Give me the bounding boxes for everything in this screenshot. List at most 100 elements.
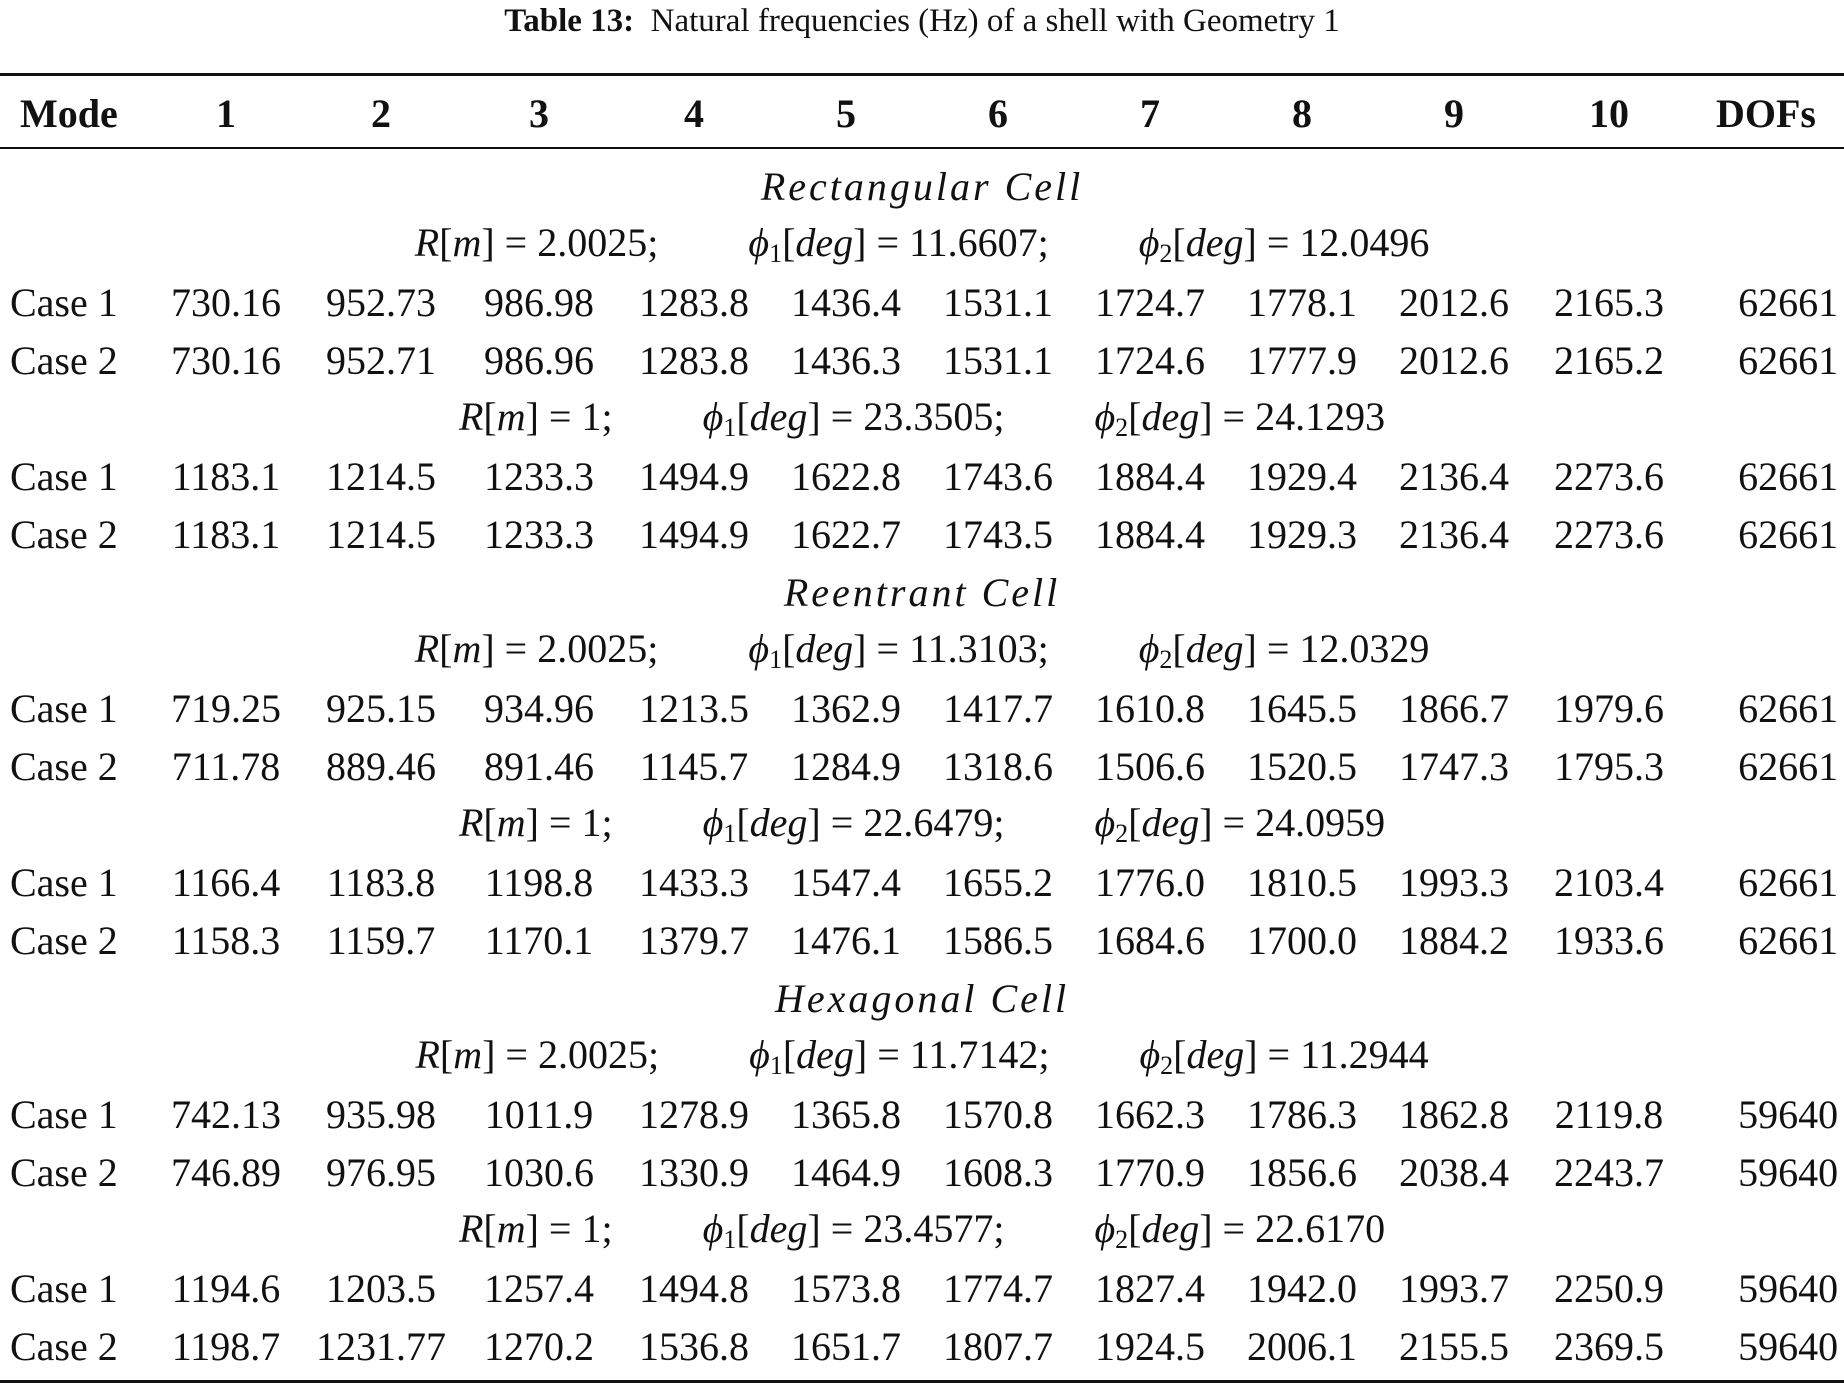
- frequency-cell: 1743.6: [943, 453, 1053, 499]
- section-row: Reentrant Cell: [0, 563, 1844, 621]
- frequency-cell: 2119.8: [1554, 1091, 1664, 1137]
- top-rule: [0, 73, 1844, 76]
- case-label: Case 1: [10, 1265, 118, 1311]
- phi2-value: 24.0959: [1255, 800, 1386, 845]
- frequency-cell: 1929.3: [1247, 511, 1357, 557]
- frequency-cell: 1884.2: [1399, 917, 1509, 963]
- dofs-cell: 62661: [1738, 279, 1839, 325]
- phi1-param: ϕ1[deg] = 22.6479;: [702, 800, 1005, 848]
- dofs-cell: 62661: [1738, 337, 1839, 383]
- frequency-cell: 1531.1: [943, 337, 1053, 383]
- frequency-cell: 1194.6: [171, 1265, 281, 1311]
- frequency-cell: 986.96: [484, 337, 594, 383]
- parameter-line: R[m] = 2.0025; ϕ1[deg] = 11.6607; ϕ2[deg] …: [0, 215, 1844, 273]
- frequency-cell: 1433.3: [639, 859, 749, 905]
- frequency-cell: 1827.4: [1095, 1265, 1205, 1311]
- frequency-cell: 1417.7: [943, 685, 1053, 731]
- frequency-cell: 1608.3: [943, 1149, 1053, 1195]
- frequency-cell: 1979.6: [1554, 685, 1664, 731]
- header-dofs: DOFs: [1716, 90, 1816, 136]
- frequency-cell: 2273.6: [1554, 511, 1664, 557]
- frequency-cell: 719.25: [171, 685, 281, 731]
- frequency-cell: 1183.1: [171, 511, 281, 557]
- frequency-cell: 1547.4: [791, 859, 901, 905]
- frequency-cell: 1884.4: [1095, 511, 1205, 557]
- frequency-cell: 1622.8: [791, 453, 901, 499]
- radius-value: 1: [581, 1206, 602, 1251]
- radius-param: R[m] = 1;: [458, 800, 613, 845]
- frequency-cell: 1379.7: [639, 917, 749, 963]
- frequency-cell: 711.78: [171, 743, 281, 789]
- frequency-cell: 1214.5: [326, 453, 436, 499]
- caption-text: Natural frequencies (Hz) of a shell with…: [650, 3, 1340, 39]
- parameter-row: R[m] = 2.0025; ϕ1[deg] = 11.7142; ϕ2[deg] …: [0, 1027, 1844, 1085]
- frequency-cell: 742.13: [171, 1091, 281, 1137]
- frequency-cell: 1810.5: [1247, 859, 1357, 905]
- frequency-cell: 1011.9: [484, 1091, 594, 1137]
- frequency-cell: 1770.9: [1095, 1149, 1205, 1195]
- radius-param: R[m] = 2.0025;: [415, 1032, 660, 1077]
- frequency-cell: 730.16: [171, 279, 281, 325]
- radius-param: R[m] = 1;: [458, 394, 613, 439]
- frequency-cell: 1743.5: [943, 511, 1053, 557]
- frequency-cell: 1724.6: [1095, 337, 1205, 383]
- header-mode-5: 5: [836, 90, 856, 136]
- dofs-cell: 59640: [1738, 1265, 1839, 1311]
- phi1-param: ϕ1[deg] = 11.7142;: [749, 1032, 1050, 1080]
- frequency-cell: 746.89: [171, 1149, 281, 1195]
- table-row: Case 1 1166.4 1183.8 1198.8 1433.3 1547.4 1655…: [0, 853, 1844, 911]
- phi1-param: ϕ1[deg] = 23.4577;: [702, 1206, 1005, 1254]
- frequency-cell: 934.96: [484, 685, 594, 731]
- frequency-cell: 976.95: [326, 1149, 436, 1195]
- table-row: Case 1 1194.6 1203.5 1257.4 1494.8 1573.8 1774…: [0, 1259, 1844, 1317]
- dofs-cell: 62661: [1738, 685, 1839, 731]
- frequency-cell: 2155.5: [1399, 1323, 1509, 1369]
- frequency-cell: 1933.6: [1554, 917, 1664, 963]
- dofs-cell: 59640: [1738, 1149, 1839, 1195]
- frequency-cell: 1573.8: [791, 1265, 901, 1311]
- frequency-cell: 1278.9: [639, 1091, 749, 1137]
- frequency-cell: 2250.9: [1554, 1265, 1664, 1311]
- table-row: Case 1 719.25 925.15 934.96 1213.5 1362.9 1417…: [0, 679, 1844, 737]
- frequency-cell: 1586.5: [943, 917, 1053, 963]
- dofs-cell: 62661: [1738, 511, 1839, 557]
- frequency-cell: 1494.9: [639, 511, 749, 557]
- frequency-cell: 1362.9: [791, 685, 901, 731]
- header-mode-6: 6: [988, 90, 1008, 136]
- header-mode-9: 9: [1444, 90, 1464, 136]
- bottom-rule: [0, 1380, 1844, 1383]
- radius-value: 2.0025: [537, 626, 648, 671]
- parameter-row: R[m] = 2.0025; ϕ1[deg] = 11.3103; ϕ2[deg] …: [0, 621, 1844, 679]
- header-row: Mode 1 2 3 4 5 6 7 8 9 10 DOFs: [0, 80, 1844, 146]
- phi1-param: ϕ1[deg] = 23.3505;: [702, 394, 1005, 442]
- frequency-cell: 1536.8: [639, 1323, 749, 1369]
- parameter-line: R[m] = 2.0025; ϕ1[deg] = 11.3103; ϕ2[deg] …: [0, 621, 1844, 679]
- parameter-line: R[m] = 1; ϕ1[deg] = 23.3505; ϕ2[deg] = 24.…: [0, 389, 1844, 447]
- frequency-cell: 1257.4: [484, 1265, 594, 1311]
- frequency-cell: 1506.6: [1095, 743, 1205, 789]
- table-header: Mode 1 2 3 4 5 6 7 8 9 10 DOFs: [0, 80, 1844, 146]
- section-row: Hexagonal Cell: [0, 969, 1844, 1027]
- phi1-value: 11.3103: [909, 626, 1038, 671]
- phi1-value: 22.6479: [863, 800, 994, 845]
- case-label: Case 2: [10, 1149, 118, 1195]
- frequency-cell: 891.46: [484, 743, 594, 789]
- table-row: Case 2 1158.3 1159.7 1170.1 1379.7 1476.1 1586…: [0, 911, 1844, 969]
- frequency-cell: 1856.6: [1247, 1149, 1357, 1195]
- case-label: Case 2: [10, 511, 118, 557]
- phi1-value: 23.3505: [863, 394, 994, 439]
- phi2-value: 12.0329: [1299, 626, 1430, 671]
- frequency-cell: 952.71: [326, 337, 436, 383]
- frequency-cell: 1436.4: [791, 279, 901, 325]
- phi2-param: ϕ2[deg] = 24.0959: [1094, 800, 1386, 848]
- phi1-param: ϕ1[deg] = 11.3103;: [748, 626, 1049, 674]
- frequency-cell: 2273.6: [1554, 453, 1664, 499]
- frequency-cell: 730.16: [171, 337, 281, 383]
- phi1-param: ϕ1[deg] = 11.6607;: [748, 220, 1049, 268]
- table-row: Case 1 742.13 935.98 1011.9 1278.9 1365.8 1570…: [0, 1085, 1844, 1143]
- phi2-param: ϕ2[deg] = 12.0496: [1138, 220, 1430, 268]
- frequency-cell: 1929.4: [1247, 453, 1357, 499]
- case-label: Case 1: [10, 453, 118, 499]
- dofs-cell: 62661: [1738, 859, 1839, 905]
- header-mode-7: 7: [1140, 90, 1160, 136]
